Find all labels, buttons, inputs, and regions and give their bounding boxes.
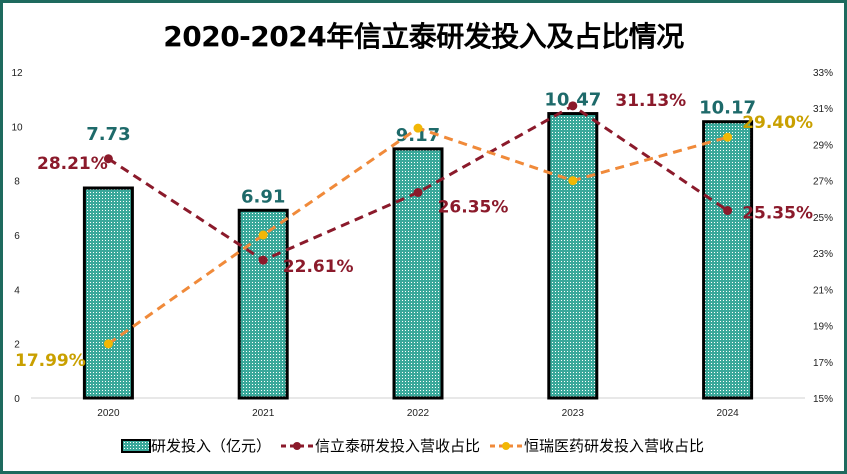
line-data-label: 22.61% [283,257,354,277]
line-data-label: 28.21% [37,154,108,174]
y-right-tick-label: 29% [813,140,833,151]
bar-2021 [237,208,289,400]
bar-data-label: 10.47 [544,90,601,111]
x-tick-label: 2024 [716,408,739,419]
legend-label: 恒瑞医药研发投入营收占比 [524,437,705,455]
line-marker [568,176,578,186]
x-tick-label: 2023 [562,408,585,419]
x-tick-label: 2022 [407,408,430,419]
chart-title: 2020-2024年信立泰研发投入及占比情况 [163,20,684,53]
y-left-tick-label: 12 [11,68,23,79]
line-data-label: 26.35% [438,197,509,217]
x-tick-label: 2020 [97,408,120,419]
y-left-tick-label: 8 [14,177,20,188]
line-marker [103,339,113,349]
line-marker [568,101,578,111]
y-left-tick-label: 0 [14,394,20,405]
legend-label: 信立泰研发投入营收占比 [315,437,481,455]
line-data-label: 29.40% [742,113,813,133]
legend-item-bar: 研发投入（亿元） [121,435,271,456]
legend-item-xlt: 信立泰研发投入营收占比 [279,435,480,456]
y-left-tick-label: 2 [14,340,20,351]
legend-line-swatch [281,441,314,450]
legend-label: 研发投入（亿元） [151,437,272,455]
y-right-tick-label: 27% [813,177,833,188]
bar-2020 [82,186,134,400]
legend-item-hr: 恒瑞医药研发投入营收占比 [488,435,704,456]
line-data-label: 25.35% [742,204,813,224]
bar-data-label: 7.73 [86,124,130,145]
y-right-tick-label: 31% [813,104,833,115]
line-series-1 [107,104,729,262]
bar-2022 [392,147,444,400]
y-right-tick-label: 17% [813,358,833,369]
line-marker [103,154,113,164]
line-data-label: 17.99% [15,351,86,371]
chart-plot: 0 2 4 6 8 10 12 15% 17% 19% 21% 23% 25% 27% 29% 31% 33% 2… [11,68,833,419]
legend-line-swatch [490,441,523,450]
line-marker [258,255,268,265]
y-left-tick-label: 10 [11,122,23,133]
bar-data-label: 6.91 [241,186,285,207]
line-marker [723,206,733,216]
line-data-label: 31.13% [615,91,686,111]
y-left-tick-label: 4 [14,285,20,296]
bar-2024 [702,120,754,400]
bar-data-label: 9.17 [396,125,440,146]
line-marker [413,123,423,133]
x-tick-label: 2021 [252,408,275,419]
legend-bar-swatch [121,438,151,453]
y-right-tick-label: 15% [813,394,833,405]
line-marker [413,187,423,197]
y-right-tick-label: 33% [813,68,833,79]
bar-data-label: 10.17 [699,98,756,119]
line-marker [723,132,733,142]
y-right-tick-label: 19% [813,322,833,333]
y-right-tick-label: 23% [813,249,833,260]
y-right-tick-label: 21% [813,285,833,296]
line-marker [258,230,268,240]
legend: 研发投入（亿元） 信立泰研发投入营收占比 恒瑞医药研发投入营收占比 [121,435,712,456]
bar-2023 [547,112,599,400]
y-right-tick-label: 25% [813,213,833,224]
y-left-tick-label: 6 [14,231,20,242]
